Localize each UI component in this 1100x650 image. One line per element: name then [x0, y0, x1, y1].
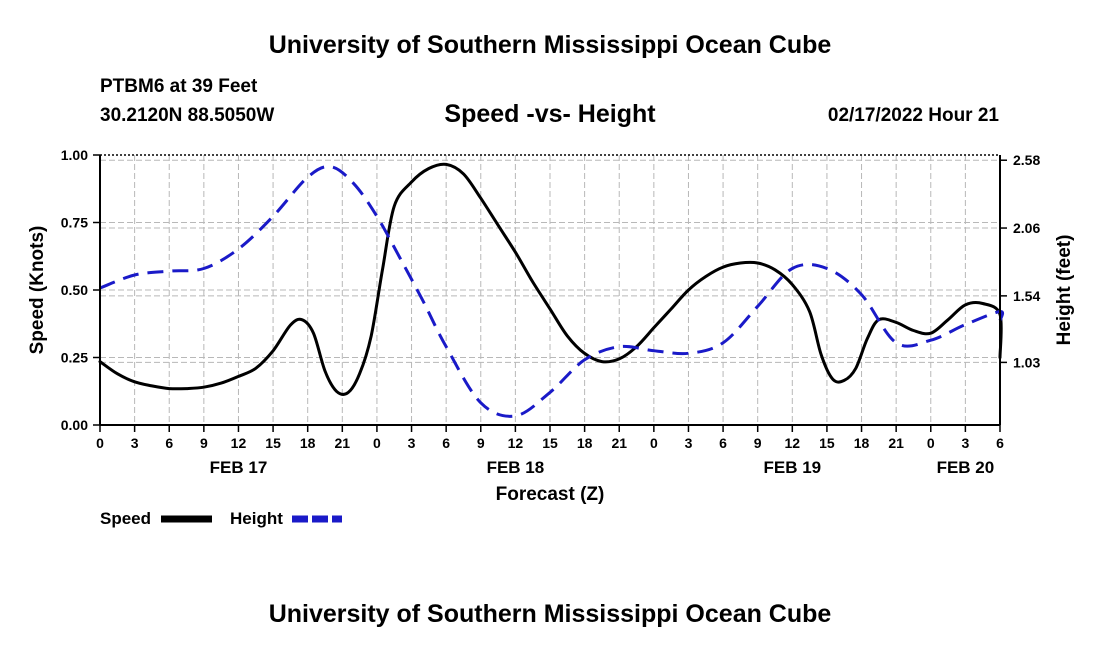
x-tick-label: 15: [542, 435, 558, 451]
x-tick-label: 15: [265, 435, 281, 451]
legend-speed-label: Speed: [100, 509, 152, 528]
series-line-speed: [98, 162, 1003, 396]
x-tick-label: 0: [927, 435, 935, 451]
x-day-label: FEB 20: [937, 458, 995, 477]
axis-layer: 0.00 0.25 0.50 0.75 1.00 1.03 1.54 2.06 2.58 0 3 6 9…: [27, 147, 1075, 505]
x-tick-label: 18: [854, 435, 870, 451]
x-tick-label: 12: [785, 435, 801, 451]
x-tick-label: 0: [373, 435, 381, 451]
x-tick-label: 21: [888, 435, 904, 451]
y-tick-label: 0.25: [61, 350, 88, 366]
x-axis-title: Forecast (Z): [496, 484, 605, 505]
series-layer: [98, 162, 1005, 418]
x-day-label: FEB 17: [210, 458, 268, 477]
x-tick-label: 3: [685, 435, 693, 451]
x-tick-label: 6: [442, 435, 450, 451]
x-tick-label: 9: [477, 435, 485, 451]
x-tick-label: 3: [131, 435, 139, 451]
y-tick-label: 0.75: [61, 215, 88, 231]
x-tick-label: 9: [754, 435, 762, 451]
x-tick-label: 18: [300, 435, 316, 451]
y2-tick-label: 1.54: [1013, 288, 1040, 304]
chart-title: Speed -vs- Height: [444, 100, 656, 128]
x-tick-label: 6: [719, 435, 727, 451]
x-tick-label: 0: [96, 435, 104, 451]
y2-tick-label: 1.03: [1013, 354, 1040, 370]
y2-tick-label: 2.58: [1013, 152, 1040, 168]
y-tick-label: 0.00: [61, 417, 88, 433]
x-tick-label: 3: [961, 435, 969, 451]
x-tick-label: 21: [611, 435, 627, 451]
chart-datetime: 02/17/2022 Hour 21: [827, 105, 999, 126]
station-coordinates: 30.2120N 88.5050W: [100, 105, 275, 126]
x-tick-label: 0: [650, 435, 658, 451]
footer-title: University of Southern Mississippi Ocean…: [268, 600, 832, 628]
series-line-height: [99, 165, 1005, 418]
page-title: University of Southern Mississippi Ocean…: [268, 31, 832, 59]
x-tick-label: 9: [200, 435, 208, 451]
y2-tick-label: 2.06: [1013, 220, 1040, 236]
x-tick-label: 15: [819, 435, 835, 451]
grid-layer: [100, 155, 1000, 425]
x-tick-label: 6: [165, 435, 173, 451]
legend-height-label: Height: [230, 509, 283, 528]
y2-axis-title: Height (feet): [1054, 235, 1075, 346]
y-tick-label: 0.50: [61, 282, 88, 298]
x-tick-label: 6: [996, 435, 1004, 451]
x-tick-label: 21: [335, 435, 351, 451]
x-tick-label: 18: [577, 435, 593, 451]
station-name: PTBM6 at 39 Feet: [100, 76, 258, 97]
x-day-label: FEB 18: [487, 458, 545, 477]
x-tick-label: 3: [408, 435, 416, 451]
x-tick-label: 12: [508, 435, 524, 451]
x-day-label: FEB 19: [763, 458, 821, 477]
y-axis-title: Speed (Knots): [27, 226, 48, 355]
x-tick-label: 12: [231, 435, 247, 451]
y-tick-label: 1.00: [61, 147, 88, 163]
